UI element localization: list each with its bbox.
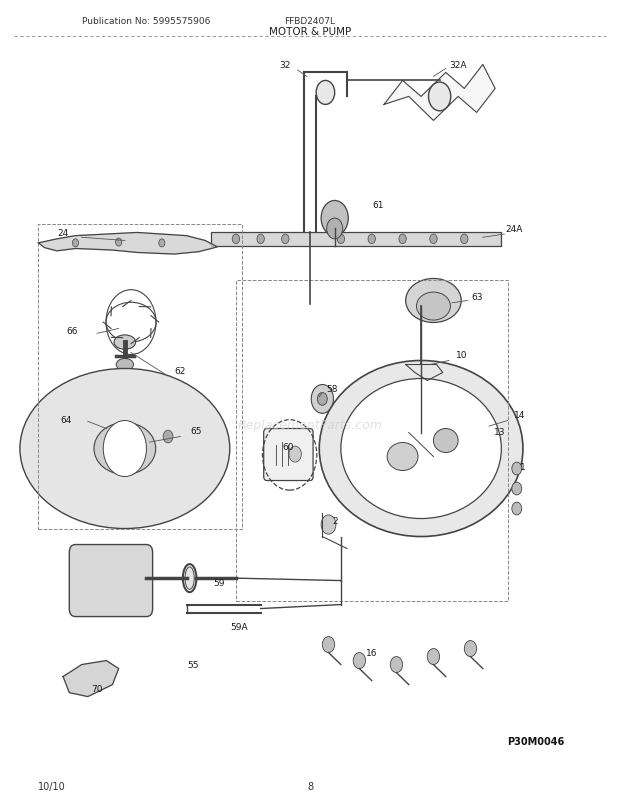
Circle shape xyxy=(512,503,521,516)
Text: 10: 10 xyxy=(456,350,467,359)
Text: 13: 13 xyxy=(494,427,506,436)
Text: 32: 32 xyxy=(280,61,291,70)
Ellipse shape xyxy=(114,335,136,350)
Text: 62: 62 xyxy=(175,367,186,375)
Text: 8: 8 xyxy=(307,781,313,792)
Ellipse shape xyxy=(417,293,450,321)
Circle shape xyxy=(427,649,440,665)
Circle shape xyxy=(321,201,348,237)
Circle shape xyxy=(322,637,335,653)
Text: 58: 58 xyxy=(326,384,337,394)
Circle shape xyxy=(512,463,521,476)
Ellipse shape xyxy=(20,369,230,529)
Circle shape xyxy=(316,81,335,105)
Text: 70: 70 xyxy=(91,684,103,693)
Circle shape xyxy=(159,240,165,248)
Circle shape xyxy=(104,421,146,477)
Bar xyxy=(38,225,242,529)
Circle shape xyxy=(163,431,173,444)
FancyBboxPatch shape xyxy=(69,545,153,617)
Circle shape xyxy=(257,235,264,245)
Text: 14: 14 xyxy=(514,411,526,420)
Circle shape xyxy=(368,235,376,245)
Text: ReplacementParts.com: ReplacementParts.com xyxy=(237,419,383,431)
Text: 2: 2 xyxy=(332,516,337,525)
Text: 66: 66 xyxy=(66,326,78,335)
Text: 61: 61 xyxy=(372,200,384,209)
Ellipse shape xyxy=(341,379,502,519)
Bar xyxy=(236,282,508,601)
Text: MOTOR & PUMP: MOTOR & PUMP xyxy=(269,26,351,37)
Circle shape xyxy=(464,641,477,657)
Text: Publication No: 5995575906: Publication No: 5995575906 xyxy=(82,17,210,26)
Polygon shape xyxy=(405,365,443,381)
Text: 16: 16 xyxy=(366,648,378,658)
Ellipse shape xyxy=(116,359,133,371)
Circle shape xyxy=(461,235,468,245)
Text: 64: 64 xyxy=(61,415,72,425)
Circle shape xyxy=(317,393,327,406)
Text: 1: 1 xyxy=(520,462,526,471)
Ellipse shape xyxy=(433,429,458,453)
Circle shape xyxy=(399,235,406,245)
Text: 59: 59 xyxy=(213,579,224,588)
Circle shape xyxy=(337,235,345,245)
Circle shape xyxy=(115,239,122,247)
FancyBboxPatch shape xyxy=(264,429,313,481)
Text: 24A: 24A xyxy=(505,225,523,233)
Circle shape xyxy=(311,385,334,414)
Polygon shape xyxy=(63,661,118,697)
Ellipse shape xyxy=(405,279,461,323)
Circle shape xyxy=(73,240,79,248)
Text: 59A: 59A xyxy=(230,622,248,631)
Circle shape xyxy=(327,219,343,240)
Text: 63: 63 xyxy=(471,293,482,302)
Circle shape xyxy=(512,483,521,496)
Polygon shape xyxy=(38,233,218,255)
Circle shape xyxy=(428,83,451,111)
Circle shape xyxy=(430,235,437,245)
Bar xyxy=(211,233,502,247)
Text: FFBD2407L: FFBD2407L xyxy=(285,17,335,26)
Circle shape xyxy=(281,235,289,245)
Ellipse shape xyxy=(185,567,194,589)
Polygon shape xyxy=(384,65,495,121)
Ellipse shape xyxy=(94,423,156,475)
Text: 32A: 32A xyxy=(450,61,467,70)
Circle shape xyxy=(321,516,336,534)
Text: 10/10: 10/10 xyxy=(38,781,66,792)
Text: 55: 55 xyxy=(187,660,198,669)
Text: 24: 24 xyxy=(58,229,69,237)
Text: 60: 60 xyxy=(283,443,294,452)
Circle shape xyxy=(390,657,402,673)
Circle shape xyxy=(232,235,240,245)
Text: P30M0046: P30M0046 xyxy=(508,735,565,746)
Text: 65: 65 xyxy=(190,427,202,435)
Ellipse shape xyxy=(387,443,418,471)
Circle shape xyxy=(353,653,366,669)
Ellipse shape xyxy=(319,361,523,537)
Circle shape xyxy=(289,447,301,463)
